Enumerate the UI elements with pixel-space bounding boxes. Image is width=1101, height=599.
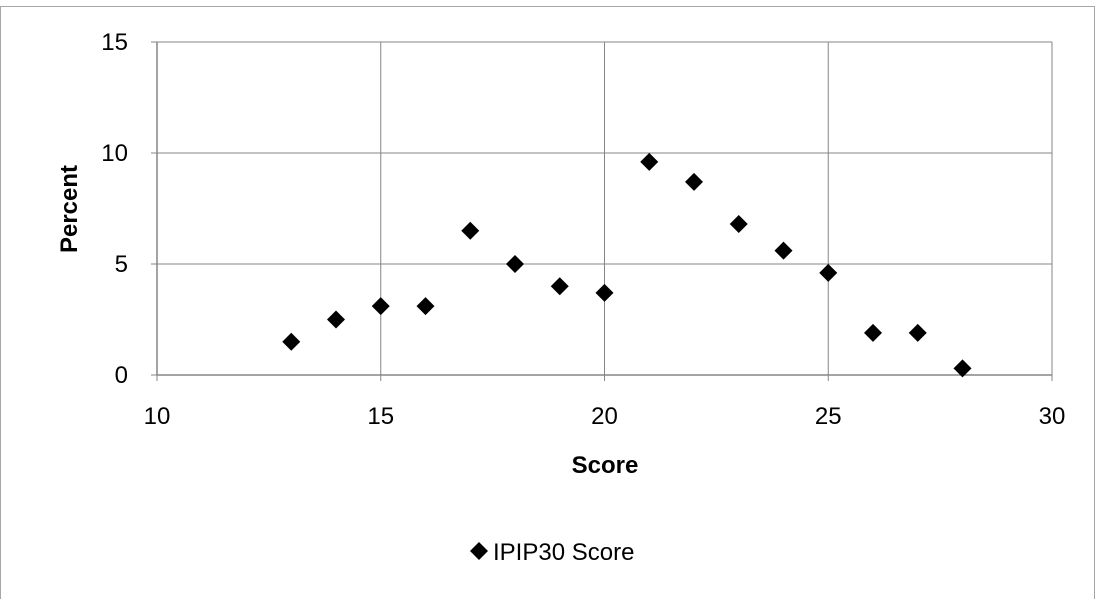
data-point — [416, 297, 435, 316]
data-point — [729, 215, 748, 234]
y-tick-label: 10 — [101, 140, 128, 167]
data-point — [550, 277, 569, 296]
data-point — [685, 172, 703, 191]
x-tick-label: 20 — [591, 403, 618, 430]
data-point — [327, 310, 345, 329]
legend-label: IPIP30 Score — [493, 539, 634, 566]
x-tick-label: 10 — [144, 403, 171, 430]
data-point — [282, 332, 301, 351]
y-tick-label: 15 — [101, 29, 128, 56]
data-point — [864, 323, 882, 342]
x-tick-label: 25 — [815, 403, 842, 430]
data-point — [595, 283, 614, 302]
x-tick-label: 15 — [367, 403, 394, 430]
tick-labels: 10 15 20 25 30 0 5 10 15 — [101, 29, 1065, 430]
data-point — [640, 152, 659, 171]
gridlines — [151, 41, 1053, 381]
chart-border — [0, 6, 1095, 599]
data-point — [774, 241, 793, 260]
y-axis-title: Percent — [56, 165, 83, 253]
data-point — [953, 359, 972, 378]
data-point — [819, 263, 838, 282]
data-points — [282, 152, 972, 378]
data-point — [908, 323, 927, 342]
data-point — [506, 255, 524, 273]
x-tick-label: 30 — [1039, 403, 1066, 430]
y-tick-label: 0 — [115, 362, 128, 389]
y-tick-label: 5 — [115, 251, 128, 278]
legend: IPIP30 Score — [470, 539, 634, 566]
legend-marker-diamond — [470, 542, 488, 560]
data-point — [371, 297, 390, 316]
data-point — [461, 221, 480, 240]
x-axis-title: Score — [572, 452, 639, 479]
